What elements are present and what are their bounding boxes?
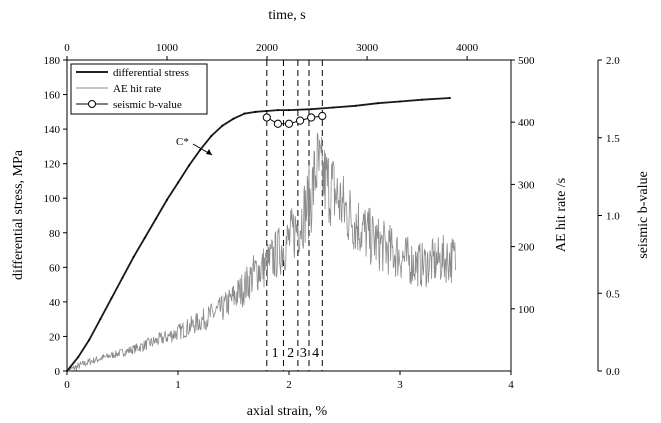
- y-right1-tick-label: 400: [518, 117, 535, 129]
- series-differential-stress-line: [66, 97, 451, 372]
- x-top-tick-label: 3000: [356, 42, 379, 54]
- series-differential-stress-point: [77, 356, 80, 359]
- y-left-tick-label: 40: [49, 297, 61, 309]
- x-top-tick-label: 0: [64, 42, 70, 54]
- y-right2-tick-label: 0.5: [606, 288, 620, 300]
- y-right2-tick-label: 1.0: [606, 211, 620, 223]
- region-label: 4: [312, 346, 319, 361]
- series-differential-stress-point: [310, 108, 313, 111]
- series-differential-stress-point: [221, 124, 224, 127]
- y-right2-tick-label: 2.0: [606, 55, 620, 67]
- series-differential-stress-point: [354, 104, 357, 107]
- y-left-tick-label: 100: [44, 193, 61, 205]
- y-left-tick-label: 60: [49, 262, 61, 274]
- y-left-tick-label: 80: [49, 228, 61, 240]
- y-right2-tick-label: 0.0: [606, 366, 620, 378]
- x-top-tick-label: 2000: [256, 42, 279, 54]
- y-left-tick-label: 120: [44, 159, 61, 171]
- series-differential-stress-point: [288, 109, 290, 112]
- x-tick-label: 2: [286, 379, 292, 391]
- series-differential-stress-point: [399, 100, 401, 103]
- series-differential-stress-point: [177, 181, 179, 184]
- x-tick-label: 4: [508, 379, 514, 391]
- series-differential-stress-point: [99, 318, 102, 321]
- series-differential-stress-point: [66, 370, 68, 372]
- y-right2-axis-label: seismic b-value: [636, 171, 651, 258]
- y-left-tick-label: 140: [44, 124, 61, 136]
- series-bvalue-point: [296, 116, 305, 125]
- y-right1-axis-label: AE hit rate /s: [554, 178, 569, 252]
- annotation-c-star: C*: [176, 136, 189, 148]
- series-bvalue-point: [318, 111, 327, 121]
- series-differential-stress-point: [143, 236, 146, 239]
- series-differential-stress-point: [154, 217, 157, 220]
- series-differential-stress-point: [121, 276, 124, 279]
- bvalue-layer: [262, 111, 327, 128]
- x-tick-label: 0: [64, 379, 70, 391]
- x-tick-label: 3: [397, 379, 403, 391]
- series-differential-stress-point: [265, 109, 268, 112]
- y-left-tick-label: 0: [55, 366, 61, 378]
- series-differential-stress-point: [199, 148, 202, 151]
- series-differential-stress-point: [188, 164, 191, 167]
- x-top-tick-label: 1000: [156, 42, 179, 54]
- series-differential-stress-point: [132, 255, 135, 258]
- y-right2-tick-label: 1.5: [606, 133, 620, 145]
- x-tick-label: 1: [175, 379, 181, 391]
- x-top-tick-label: 4000: [456, 42, 479, 54]
- series-ae-hit-rate-line: [66, 132, 456, 373]
- ticks-layer: 0 1 2 3 40 1000 2000 3000 4000020406080100120140…: [44, 42, 621, 391]
- y-left-tick-label: 180: [44, 55, 61, 67]
- y-left-tick-label: 160: [44, 90, 61, 102]
- x-axis-label: axial strain, %: [247, 404, 328, 419]
- series-differential-stress-point: [243, 112, 246, 115]
- region-label: 2: [287, 346, 294, 361]
- series-bvalue-point: [262, 113, 271, 122]
- y-right1-tick-label: 200: [518, 242, 535, 254]
- legend-swatch-bvalue-marker: [88, 100, 96, 108]
- series-differential-stress-point: [376, 102, 379, 105]
- series-differential-stress-point: [210, 135, 213, 138]
- y-left-axis-label: differential stress, MPa: [11, 149, 26, 280]
- series-differential-stress-point: [254, 110, 257, 113]
- region-label: 1: [272, 346, 279, 361]
- series-bvalue-point: [307, 113, 316, 122]
- series-differential-stress-point: [88, 338, 91, 341]
- region-label: 3: [300, 346, 307, 361]
- series-bvalue-point: [273, 119, 282, 128]
- series-differential-stress-point: [448, 97, 451, 100]
- series-differential-stress-point: [165, 198, 168, 201]
- legend: differential stress AE hit rate seismic …: [70, 63, 208, 115]
- x-top-axis-label: time, s: [268, 8, 305, 23]
- legend-label-ae: AE hit rate: [113, 83, 161, 95]
- legend-label-bvalue: seismic b-value: [113, 99, 182, 111]
- series-differential-stress-point: [332, 106, 335, 109]
- series-bvalue-point: [284, 119, 294, 128]
- series-differential-stress-point: [232, 117, 235, 120]
- series-differential-stress-point: [110, 297, 113, 300]
- legend-label-stress: differential stress: [113, 67, 189, 79]
- y-right1-tick-label: 300: [518, 179, 535, 191]
- series-layer: [66, 97, 456, 373]
- y-right1-tick-label: 500: [518, 55, 535, 67]
- series-differential-stress-point: [421, 98, 424, 101]
- y-right1-tick-label: 100: [518, 304, 535, 316]
- annotation-arrowhead: [206, 149, 212, 155]
- series-differential-stress-point: [276, 109, 279, 112]
- y-left-tick-label: 20: [49, 331, 61, 343]
